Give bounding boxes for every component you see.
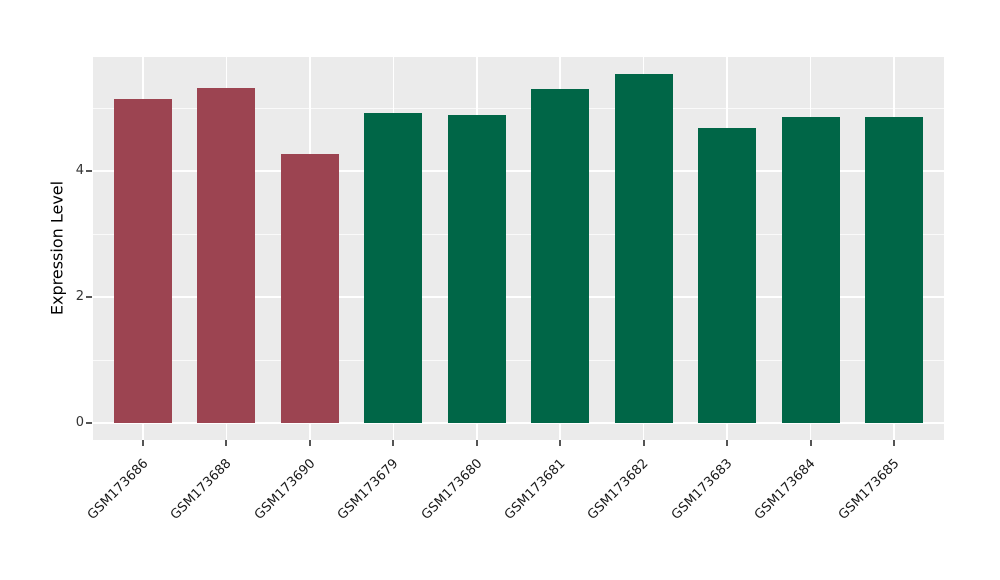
x-tick-mark: [893, 440, 895, 446]
bar-GSM173684: [781, 116, 840, 423]
x-tick-mark: [142, 440, 144, 446]
x-tick-label: GSM173688: [168, 456, 235, 523]
bar-GSM173690: [280, 154, 339, 423]
x-tick-mark: [392, 440, 395, 446]
x-tick-mark: [225, 440, 228, 446]
bar-GSM173685: [865, 117, 923, 423]
bar-GSM173683: [698, 128, 757, 423]
y-tick-label: 0: [75, 415, 84, 430]
x-tick-label: GSM173679: [335, 456, 402, 523]
gridline-y-minor: [93, 234, 944, 235]
y-tick-label: 4: [75, 163, 84, 179]
x-tick-label: GSM173680: [418, 456, 486, 523]
x-tick-label: GSM173681: [501, 456, 569, 523]
gridline-y-major: [93, 170, 944, 173]
gridline-y-major: [93, 422, 944, 424]
x-tick-mark: [308, 440, 311, 446]
plot-panel: [93, 57, 944, 440]
bar-GSM173679: [364, 113, 423, 423]
x-tick-label: GSM173683: [668, 456, 736, 523]
bar-GSM173682: [614, 74, 673, 423]
x-tick-mark: [475, 440, 478, 446]
y-tick-mark: [86, 422, 92, 424]
y-tick-mark: [86, 296, 92, 298]
x-tick-label: GSM173690: [251, 456, 319, 523]
gridline-y-minor: [93, 360, 944, 361]
x-tick-label: GSM173686: [84, 456, 152, 523]
bar-GSM173681: [531, 89, 590, 423]
bar-GSM173688: [197, 87, 256, 423]
bar-GSM173686: [114, 99, 172, 423]
x-tick-label: GSM173682: [585, 456, 652, 523]
gridline-y-minor: [93, 108, 944, 110]
x-tick-mark: [642, 440, 645, 446]
y-tick-mark: [86, 170, 92, 173]
y-tick-label: 2: [75, 289, 84, 304]
x-tick-label: GSM173685: [835, 456, 903, 523]
bar-GSM173680: [447, 114, 506, 423]
x-tick-mark: [726, 440, 729, 446]
x-tick-mark: [809, 440, 812, 446]
x-tick-label: GSM173684: [752, 456, 819, 523]
x-tick-mark: [559, 440, 562, 446]
gridline-y-major: [93, 296, 944, 298]
